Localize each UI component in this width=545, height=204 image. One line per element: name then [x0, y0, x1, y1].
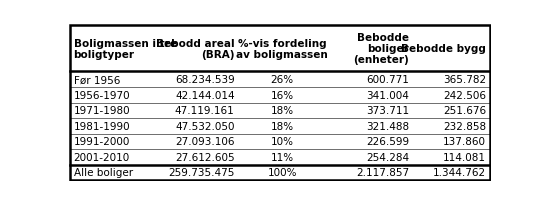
Text: %-vis fordeling
av boligmassen: %-vis fordeling av boligmassen	[237, 38, 328, 60]
Text: 341.004: 341.004	[366, 90, 409, 100]
Text: 11%: 11%	[270, 152, 294, 162]
Text: 365.782: 365.782	[443, 75, 486, 85]
Text: 373.711: 373.711	[366, 106, 409, 116]
Text: 226.599: 226.599	[366, 137, 409, 147]
Text: 2.117.857: 2.117.857	[356, 168, 409, 177]
Text: Bebodd areal
(BRA): Bebodd areal (BRA)	[156, 38, 235, 60]
Text: 137.860: 137.860	[443, 137, 486, 147]
Text: 254.284: 254.284	[366, 152, 409, 162]
Text: 251.676: 251.676	[443, 106, 486, 116]
Text: 259.735.475: 259.735.475	[168, 168, 235, 177]
Text: Boligmassen i tre
boligtyper: Boligmassen i tre boligtyper	[74, 38, 177, 60]
Text: 47.532.050: 47.532.050	[175, 121, 235, 131]
Text: 1991-2000: 1991-2000	[74, 137, 130, 147]
Text: 1956-1970: 1956-1970	[74, 90, 130, 100]
Text: 100%: 100%	[268, 168, 297, 177]
Text: 27.093.106: 27.093.106	[175, 137, 235, 147]
Text: 600.771: 600.771	[366, 75, 409, 85]
Text: Før 1956: Før 1956	[74, 75, 120, 85]
Text: 1.344.762: 1.344.762	[433, 168, 486, 177]
Text: 26%: 26%	[270, 75, 294, 85]
Text: 18%: 18%	[270, 106, 294, 116]
Text: 1981-1990: 1981-1990	[74, 121, 130, 131]
Text: Bebodde bygg: Bebodde bygg	[402, 44, 486, 54]
Text: 10%: 10%	[271, 137, 294, 147]
Text: 18%: 18%	[270, 121, 294, 131]
Text: 242.506: 242.506	[443, 90, 486, 100]
Text: 47.119.161: 47.119.161	[175, 106, 235, 116]
Text: 232.858: 232.858	[443, 121, 486, 131]
Text: 321.488: 321.488	[366, 121, 409, 131]
Text: 27.612.605: 27.612.605	[175, 152, 235, 162]
Text: 42.144.014: 42.144.014	[175, 90, 235, 100]
Text: 114.081: 114.081	[443, 152, 486, 162]
Text: Bebodde
boliger
(enheter): Bebodde boliger (enheter)	[353, 33, 409, 65]
Text: 68.234.539: 68.234.539	[175, 75, 235, 85]
Text: Alle boliger: Alle boliger	[74, 168, 133, 177]
Text: 16%: 16%	[270, 90, 294, 100]
Text: 2001-2010: 2001-2010	[74, 152, 130, 162]
Text: 1971-1980: 1971-1980	[74, 106, 130, 116]
